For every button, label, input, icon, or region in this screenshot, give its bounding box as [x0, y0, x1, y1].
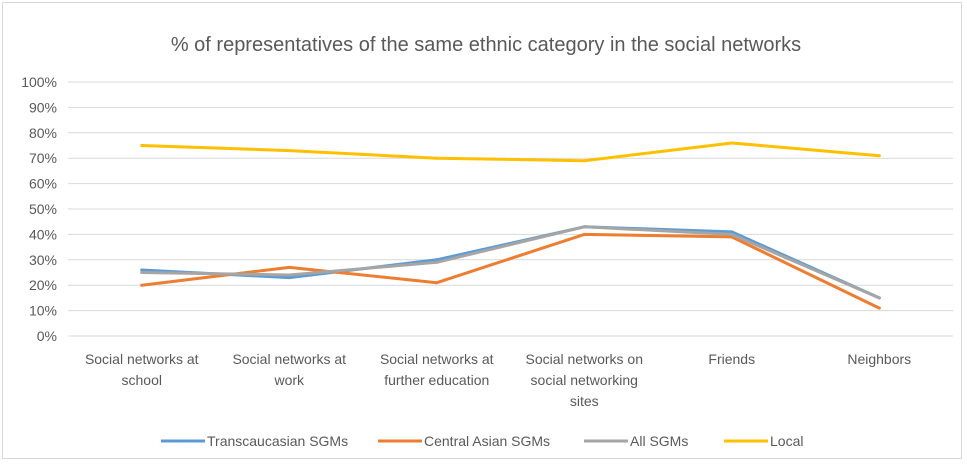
y-tick-label: 90%: [29, 99, 57, 115]
legend: Transcaucasian SGMs Central Asian SGMs All…: [161, 433, 803, 449]
data-point: [287, 149, 291, 153]
data-point: [140, 144, 144, 147]
x-tick-label: Social networks at school: [85, 351, 199, 388]
y-tick-label: 100%: [21, 74, 57, 90]
x-tick-label: Social networks at work: [232, 351, 346, 388]
data-point: [287, 273, 291, 277]
series-line: [140, 232, 881, 310]
y-tick-label: 50%: [29, 201, 57, 217]
legend-label: Transcaucasian SGMs: [207, 433, 348, 449]
data-point: [582, 225, 586, 229]
y-tick-label: 60%: [29, 176, 57, 192]
y-tick-label: 20%: [29, 277, 57, 293]
x-tick-label: Social networks at further education: [380, 351, 494, 388]
series-line: [140, 225, 881, 300]
series-line: [140, 225, 881, 300]
x-tick-label: Social networks on social networking sites: [525, 351, 643, 409]
line-chart: % of representatives of the same ethnic …: [21, 34, 953, 449]
data-point: [877, 306, 881, 310]
data-point: [287, 276, 291, 280]
data-point: [435, 156, 439, 160]
y-tick-label: 70%: [29, 150, 57, 166]
legend-label: Central Asian SGMs: [424, 433, 550, 449]
data-point: [730, 141, 734, 145]
data-point: [435, 258, 439, 262]
data-point: [730, 230, 734, 234]
y-axis-tick-labels: 0% 10% 20% 30% 40% 50% 60% 70% 80% 90% 100%: [21, 74, 57, 344]
y-tick-label: 0%: [37, 328, 57, 344]
chart-title: % of representatives of the same ethnic …: [171, 34, 801, 56]
legend-label: Local: [770, 433, 803, 449]
series-line: [140, 141, 881, 163]
x-tick-label: Friends: [708, 351, 755, 367]
legend-label: All SGMs: [630, 433, 688, 449]
data-point: [435, 260, 439, 264]
data-point: [140, 268, 144, 272]
data-point: [140, 271, 144, 274]
data-point: [877, 154, 881, 158]
data-point: [582, 159, 586, 163]
y-tick-label: 80%: [29, 125, 57, 141]
data-point: [287, 265, 291, 269]
x-axis-tick-labels: Social networks at school Social networks …: [85, 351, 911, 409]
series-lines: [140, 141, 881, 310]
y-tick-label: 40%: [29, 226, 57, 242]
data-point: [877, 296, 881, 300]
gridlines: [68, 81, 953, 312]
data-point: [140, 283, 144, 287]
chart-frame: % of representatives of the same ethnic …: [2, 2, 962, 459]
data-point: [582, 232, 586, 236]
x-tick-label: Neighbors: [847, 351, 911, 367]
data-point: [730, 232, 734, 236]
y-tick-label: 10%: [29, 303, 57, 319]
data-point: [435, 281, 439, 285]
y-tick-label: 30%: [29, 252, 57, 268]
